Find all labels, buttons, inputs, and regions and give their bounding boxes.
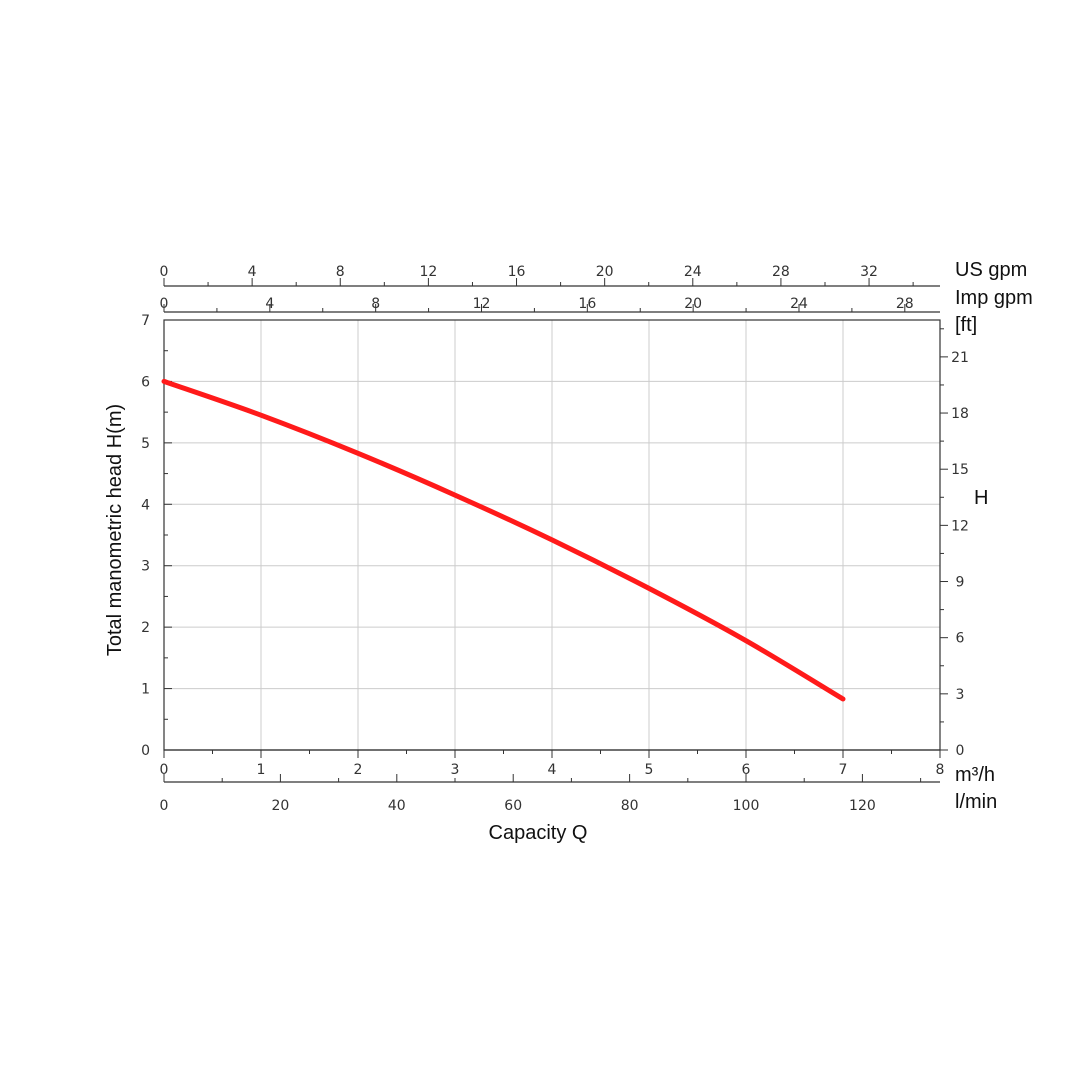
head-m-tick-label: 6 <box>141 374 150 390</box>
head-ft-tick-label: 0 <box>956 743 965 759</box>
head-ft-tick-label: 12 <box>951 518 969 534</box>
imp-gpm-tick-label: 0 <box>160 296 169 312</box>
head-m-tick-label: 2 <box>141 620 150 636</box>
m3h-tick-label: 7 <box>839 762 848 778</box>
unit-label-imp-gpm: Imp gpm <box>955 287 1033 309</box>
m3h-tick-label: 5 <box>645 762 654 778</box>
head-m-tick-label: 5 <box>141 436 150 452</box>
imp-gpm-tick-label: 20 <box>684 296 702 312</box>
unit-label-ft: [ft] <box>955 314 977 336</box>
lmin-tick-label: 20 <box>271 798 289 814</box>
head-m-tick-label: 3 <box>141 559 150 575</box>
us-gpm-tick-label: 32 <box>860 264 878 280</box>
head-ft-tick-label: 21 <box>951 350 969 366</box>
axis-tick-labels: 0 4 8 12 16 20 24 28 320 4 8 12 16 20 24 280 1 2 3 4 5 6 7 80 20… <box>141 264 969 814</box>
unit-label-us-gpm: US gpm <box>955 259 1027 281</box>
us-gpm-tick-label: 24 <box>684 264 702 280</box>
x-axis-title: Capacity Q <box>489 822 588 844</box>
us-gpm-tick-label: 8 <box>336 264 345 280</box>
imp-gpm-tick-label: 24 <box>790 296 808 312</box>
head-m-tick-label: 7 <box>141 313 150 329</box>
us-gpm-tick-label: 0 <box>160 264 169 280</box>
lmin-tick-label: 40 <box>388 798 406 814</box>
head-ft-tick-label: 18 <box>951 406 969 422</box>
us-gpm-tick-label: 20 <box>596 264 614 280</box>
y-axis-title: Total manometric head H(m) <box>104 404 126 656</box>
us-gpm-tick-label: 12 <box>419 264 437 280</box>
lmin-tick-label: 120 <box>849 798 876 814</box>
lmin-tick-label: 100 <box>733 798 760 814</box>
imp-gpm-tick-label: 28 <box>896 296 914 312</box>
lmin-tick-label: 60 <box>504 798 522 814</box>
right-axis-title: H <box>974 487 988 509</box>
imp-gpm-tick-label: 16 <box>578 296 596 312</box>
axis-ticks <box>163 278 948 783</box>
m3h-tick-label: 0 <box>160 762 169 778</box>
series-line-head-capacity <box>161 378 846 702</box>
head-m-tick-label: 4 <box>141 497 150 513</box>
m3h-tick-label: 6 <box>742 762 751 778</box>
us-gpm-tick-label: 16 <box>508 264 526 280</box>
head-ft-tick-label: 6 <box>956 631 965 647</box>
lmin-tick-label: 0 <box>160 798 169 814</box>
head-ft-tick-label: 3 <box>956 687 965 703</box>
imp-gpm-tick-label: 4 <box>265 296 274 312</box>
grid <box>164 320 940 750</box>
head-ft-tick-label: 9 <box>956 575 965 591</box>
head-ft-tick-label: 15 <box>951 462 969 478</box>
head-m-tick-label: 1 <box>141 682 150 698</box>
m3h-tick-label: 8 <box>936 762 945 778</box>
head-m-tick-label: 0 <box>141 743 150 759</box>
m3h-tick-label: 1 <box>257 762 266 778</box>
us-gpm-tick-label: 4 <box>248 264 257 280</box>
unit-label-lmin: l/min <box>955 791 997 813</box>
imp-gpm-tick-label: 8 <box>371 296 380 312</box>
unit-label-m3h: m³/h <box>955 764 995 786</box>
m3h-tick-label: 3 <box>451 762 460 778</box>
us-gpm-tick-label: 28 <box>772 264 790 280</box>
imp-gpm-tick-label: 12 <box>473 296 491 312</box>
m3h-tick-label: 2 <box>354 762 363 778</box>
m3h-tick-label: 4 <box>548 762 557 778</box>
lmin-tick-label: 80 <box>621 798 639 814</box>
